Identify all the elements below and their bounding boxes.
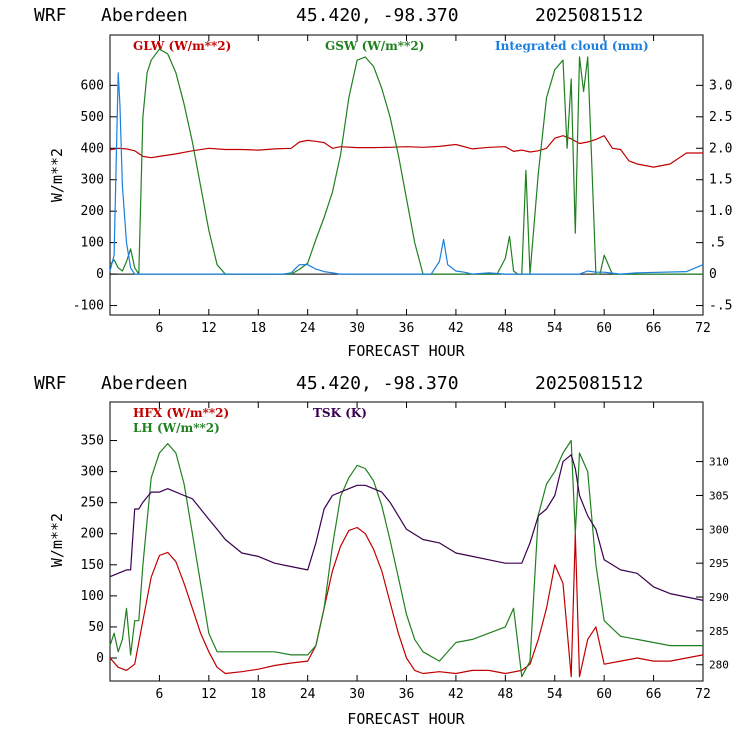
- y-axis-label-top: W/m**2: [48, 148, 66, 202]
- x-tick-label: 42: [448, 321, 464, 336]
- y-ticks-right-top: -.5 0 .5 1.0 1.5 2.0 2.5 3.0: [696, 78, 732, 314]
- y2-tick-label: 280: [709, 659, 729, 672]
- x-ticks-bottom: 6 12 18 24 30 36 42 48 54 60 66 72: [156, 402, 711, 702]
- x-tick-label: 72: [695, 321, 711, 336]
- header-top: WRF Aberdeen 45.420, -98.370 2025081512: [34, 5, 643, 26]
- header-site: Aberdeen: [101, 5, 188, 26]
- x-ticks-top: 6 12 18 24 30 36 42 48 54 60 66 72: [110, 35, 711, 336]
- y2-tick-label: 285: [709, 625, 729, 638]
- legend-glw: GLW (W/m**2): [133, 39, 231, 53]
- series-line-glw: [109, 135, 703, 168]
- x-tick-label: 24: [300, 687, 316, 702]
- x-tick-label: 12: [201, 687, 217, 702]
- y-tick-label: 500: [81, 110, 104, 125]
- x-tick-label: 66: [646, 687, 662, 702]
- y2-tick-label: 0: [709, 267, 717, 282]
- y-tick-label: 150: [81, 558, 104, 573]
- series-line-cloud: [109, 72, 704, 275]
- series-line-lh: [109, 439, 703, 678]
- x-tick-label: 48: [498, 687, 514, 702]
- x-tick-label: 18: [250, 687, 266, 702]
- x-tick-label: 30: [349, 321, 365, 336]
- y2-tick-label: 300: [709, 523, 729, 536]
- header-init: 2025081512: [535, 5, 643, 26]
- legend-hfx: HFX (W/m**2): [133, 406, 229, 420]
- legend-gsw: GSW (W/m**2): [325, 39, 424, 53]
- y-ticks-left-bottom: 0 50 100 150 200 250 300 350: [81, 434, 117, 666]
- y-tick-label: 400: [81, 141, 104, 156]
- y-axis-label-bottom: W/m**2: [48, 513, 66, 567]
- x-tick-label: 30: [349, 687, 365, 702]
- y-tick-label: 50: [88, 620, 104, 635]
- x-tick-label: 60: [596, 687, 612, 702]
- x-tick-label: 12: [201, 321, 217, 336]
- y-tick-label: 300: [81, 173, 104, 188]
- y-tick-label: -100: [73, 299, 104, 314]
- y-tick-label: 200: [81, 204, 104, 219]
- y2-tick-label: 1.5: [709, 173, 732, 188]
- y-ticks-left-top: -100 0 100 200 300 400 500 600: [73, 78, 117, 314]
- y-tick-label: 300: [81, 465, 104, 480]
- legend-cloud: Integrated cloud (mm): [495, 39, 649, 53]
- header-coords: 45.420, -98.370: [296, 373, 459, 394]
- y-tick-label: 600: [81, 78, 104, 93]
- x-tick-label: 36: [399, 687, 415, 702]
- legend-tsk: TSK (K): [313, 406, 367, 420]
- header-model: WRF: [34, 373, 67, 394]
- y-tick-label: 100: [81, 236, 104, 251]
- series-top: [109, 48, 704, 275]
- header-bottom: WRF Aberdeen 45.420, -98.370 2025081512: [34, 373, 643, 394]
- y2-tick-label: .5: [709, 236, 725, 251]
- x-tick-label: 42: [448, 687, 464, 702]
- header-site: Aberdeen: [101, 373, 188, 394]
- x-tick-label: 6: [156, 321, 164, 336]
- header-init: 2025081512: [535, 373, 643, 394]
- x-tick-label: 24: [300, 321, 316, 336]
- header-model: WRF: [34, 5, 67, 26]
- x-tick-label: 54: [547, 321, 563, 336]
- y2-tick-label: 3.0: [709, 78, 732, 93]
- y2-tick-label: 2.0: [709, 141, 732, 156]
- series-bottom: [109, 439, 704, 678]
- series-line-hfx: [109, 526, 704, 678]
- x-tick-label: 66: [646, 321, 662, 336]
- x-tick-label: 60: [596, 321, 612, 336]
- x-axis-label-top: FORECAST HOUR: [347, 342, 465, 360]
- y-tick-label: 100: [81, 589, 104, 604]
- x-tick-label: 72: [695, 687, 711, 702]
- series-line-gsw: [109, 48, 703, 275]
- header-coords: 45.420, -98.370: [296, 5, 459, 26]
- y2-tick-label: -.5: [709, 299, 732, 314]
- plot-frame-bottom: [109, 401, 704, 682]
- chart-bottom: WRF Aberdeen 45.420, -98.370 2025081512 …: [34, 373, 729, 728]
- x-tick-label: 6: [156, 687, 164, 702]
- y-tick-label: 0: [96, 651, 104, 666]
- y2-tick-label: 1.0: [709, 204, 732, 219]
- y-tick-label: 250: [81, 496, 104, 511]
- y-tick-label: 0: [96, 267, 104, 282]
- y2-tick-label: 2.5: [709, 110, 732, 125]
- x-tick-label: 18: [250, 321, 266, 336]
- series-line-tsk: [109, 454, 704, 601]
- y-tick-label: 200: [81, 527, 104, 542]
- y2-tick-label: 295: [709, 557, 729, 570]
- x-axis-label-bottom: FORECAST HOUR: [347, 710, 465, 728]
- y2-tick-label: 290: [709, 591, 729, 604]
- y2-tick-label: 305: [709, 489, 729, 502]
- y2-tick-label: 310: [709, 456, 729, 469]
- chart-top: WRF Aberdeen 45.420, -98.370 2025081512 …: [34, 5, 732, 360]
- x-tick-label: 36: [399, 321, 415, 336]
- x-tick-label: 54: [547, 687, 563, 702]
- legend-lh: LH (W/m**2): [133, 421, 220, 435]
- y-tick-label: 350: [81, 434, 104, 449]
- y-ticks-right-bottom: 280 285 290 295 300 305 310: [696, 456, 729, 672]
- x-tick-label: 48: [498, 321, 514, 336]
